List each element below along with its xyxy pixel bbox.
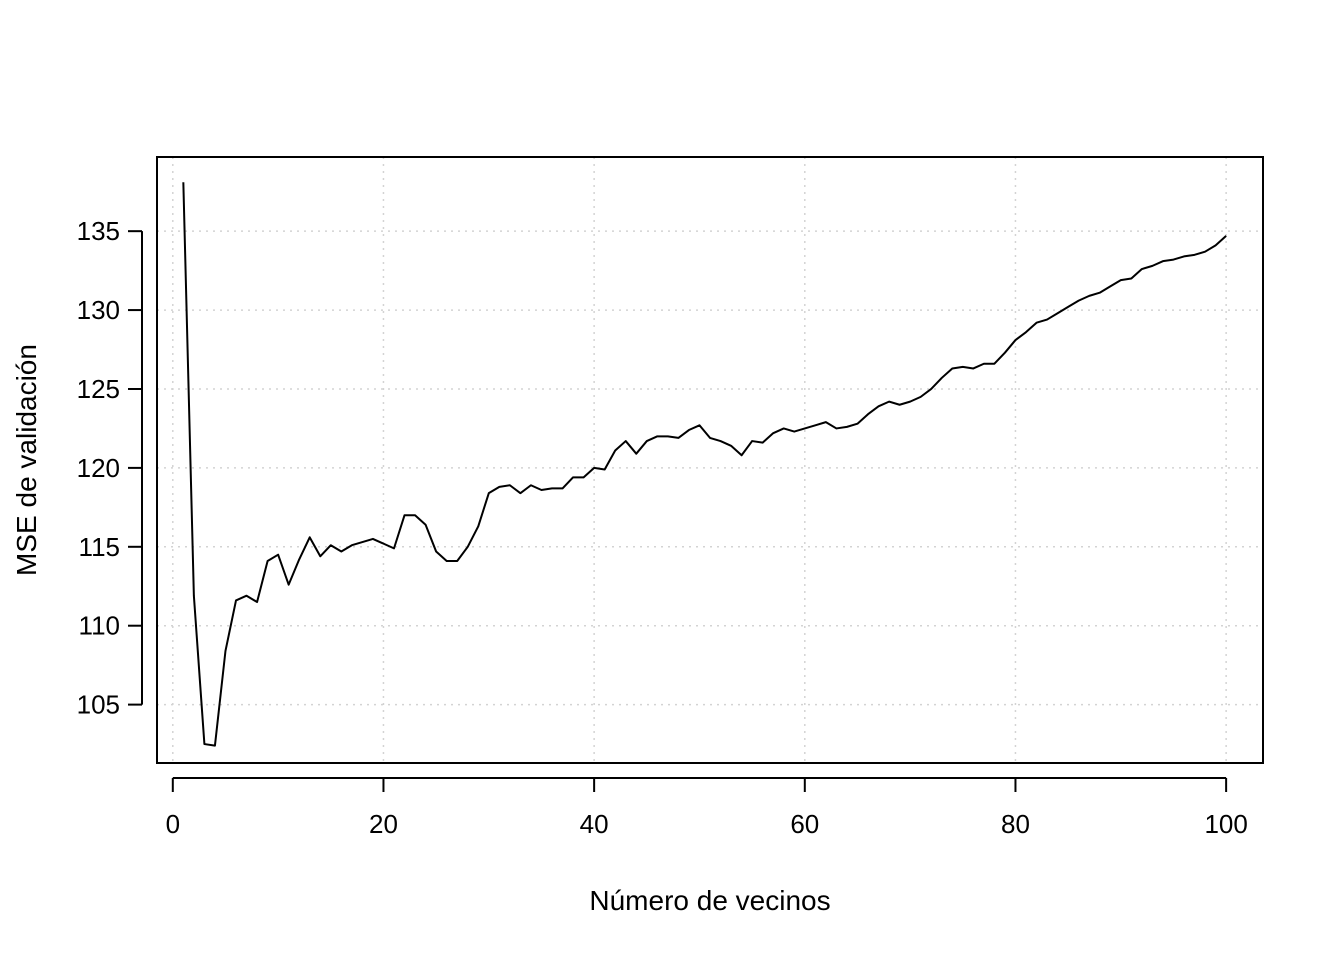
- series-line: [182, 182, 1227, 747]
- y-tick-label: 115: [79, 532, 120, 562]
- x-tick-label: 20: [369, 809, 398, 839]
- y-tick-label: 110: [79, 611, 120, 641]
- series-line-group: [182, 182, 1227, 747]
- x-tick-label: 80: [1001, 809, 1030, 839]
- x-axis: 0 20 40 60 80 100: [166, 777, 1248, 839]
- y-axis-title: MSE de validación: [11, 344, 42, 576]
- x-axis-title: Número de vecinos: [589, 885, 830, 916]
- y-tick-label: 125: [77, 374, 120, 404]
- y-tick-label: 120: [77, 453, 120, 483]
- y-tick-label: 135: [77, 216, 120, 246]
- y-tick-label: 105: [77, 690, 120, 720]
- x-tick-label: 100: [1204, 809, 1247, 839]
- x-tick-label: 0: [166, 809, 180, 839]
- x-tick-label: 40: [580, 809, 609, 839]
- grid-lines: [157, 157, 1263, 763]
- y-tick-label: 130: [77, 295, 120, 325]
- y-axis: 105 110 115 120 125 130 135: [77, 216, 143, 720]
- plot-border: [156, 156, 1264, 764]
- x-tick-label: 60: [790, 809, 819, 839]
